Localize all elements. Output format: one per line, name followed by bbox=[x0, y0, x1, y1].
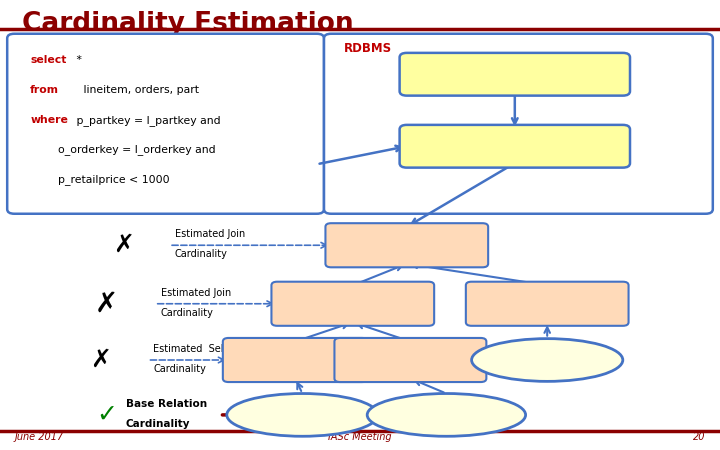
Text: 4: 4 bbox=[328, 400, 333, 407]
Text: 3: 3 bbox=[321, 346, 325, 352]
Text: lineitem: lineitem bbox=[424, 417, 469, 427]
Text: Card: 4 x 10: Card: 4 x 10 bbox=[258, 350, 318, 359]
Text: Estimated Join: Estimated Join bbox=[175, 229, 246, 239]
FancyBboxPatch shape bbox=[466, 282, 629, 326]
Text: TableScan: TableScan bbox=[382, 362, 438, 372]
Text: ✗: ✗ bbox=[95, 290, 118, 318]
Text: Card: 1.2 x 10: Card: 1.2 x 10 bbox=[310, 293, 381, 302]
Text: Hash Join: Hash Join bbox=[327, 306, 379, 316]
FancyBboxPatch shape bbox=[324, 34, 713, 214]
Ellipse shape bbox=[472, 338, 623, 382]
Text: FilterScan: FilterScan bbox=[267, 362, 323, 372]
Text: Estimated  Selection: Estimated Selection bbox=[153, 344, 254, 354]
Text: IASc Meeting: IASc Meeting bbox=[328, 432, 392, 442]
FancyBboxPatch shape bbox=[271, 282, 434, 326]
Text: ✗: ✗ bbox=[113, 233, 135, 257]
Text: o_orderkey = l_orderkey and: o_orderkey = l_orderkey and bbox=[30, 144, 216, 155]
FancyBboxPatch shape bbox=[400, 125, 630, 168]
FancyBboxPatch shape bbox=[325, 223, 488, 267]
Text: select: select bbox=[30, 55, 67, 65]
Text: 6: 6 bbox=[472, 400, 477, 407]
Text: Statistical Metadata: Statistical Metadata bbox=[447, 68, 582, 81]
FancyBboxPatch shape bbox=[7, 34, 324, 214]
Text: Card: 6 x 10: Card: 6 x 10 bbox=[373, 350, 433, 359]
Text: Card: 2 x 10: Card: 2 x 10 bbox=[265, 405, 325, 414]
Text: orders: orders bbox=[529, 362, 565, 372]
Text: 5: 5 bbox=[577, 346, 582, 352]
Text: Query Optimizer: Query Optimizer bbox=[457, 140, 572, 153]
Text: Estimated Join: Estimated Join bbox=[161, 288, 231, 297]
Text: *: * bbox=[73, 55, 82, 65]
Ellipse shape bbox=[367, 393, 526, 436]
Text: TableScan: TableScan bbox=[519, 306, 575, 316]
Text: 6: 6 bbox=[382, 289, 387, 296]
Text: RDBMS: RDBMS bbox=[344, 42, 392, 55]
Text: from: from bbox=[30, 85, 59, 95]
Text: Cardinality: Cardinality bbox=[153, 364, 206, 374]
Text: 20: 20 bbox=[693, 432, 706, 442]
FancyBboxPatch shape bbox=[334, 338, 487, 382]
Text: Base Relation: Base Relation bbox=[126, 399, 207, 409]
Text: Cardinality Estimation: Cardinality Estimation bbox=[22, 11, 354, 37]
Text: ✗: ✗ bbox=[90, 348, 112, 372]
Text: Card: 1.5 x 10: Card: 1.5 x 10 bbox=[505, 293, 575, 302]
Text: 6: 6 bbox=[436, 346, 441, 352]
Ellipse shape bbox=[227, 393, 378, 436]
FancyBboxPatch shape bbox=[400, 53, 630, 96]
Text: Cardinality: Cardinality bbox=[175, 249, 228, 259]
Text: 5: 5 bbox=[577, 289, 582, 296]
Text: June 2017: June 2017 bbox=[14, 432, 63, 442]
FancyBboxPatch shape bbox=[223, 338, 367, 382]
Text: 6: 6 bbox=[436, 231, 441, 237]
Text: ✓: ✓ bbox=[96, 403, 117, 427]
Text: p_retailprice < 1000: p_retailprice < 1000 bbox=[30, 174, 170, 185]
Text: Card: 1.2 x 10: Card: 1.2 x 10 bbox=[364, 235, 435, 244]
Text: lineitem, orders, part: lineitem, orders, part bbox=[73, 85, 199, 95]
Text: Card: 1.5 x 10: Card: 1.5 x 10 bbox=[505, 350, 575, 359]
Text: where: where bbox=[30, 115, 68, 125]
Text: Cardinality: Cardinality bbox=[126, 419, 191, 429]
Text: Cardinality: Cardinality bbox=[161, 308, 213, 318]
Text: Card: 6 x 10: Card: 6 x 10 bbox=[409, 405, 469, 414]
Text: Hash Join: Hash Join bbox=[381, 248, 433, 257]
Text: part: part bbox=[291, 417, 314, 427]
Text: p_partkey = l_partkey and: p_partkey = l_partkey and bbox=[73, 115, 221, 126]
